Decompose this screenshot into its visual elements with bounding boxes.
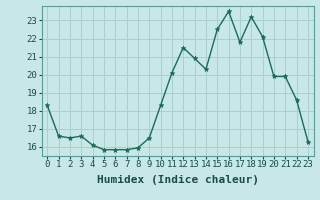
X-axis label: Humidex (Indice chaleur): Humidex (Indice chaleur) [97, 175, 259, 185]
